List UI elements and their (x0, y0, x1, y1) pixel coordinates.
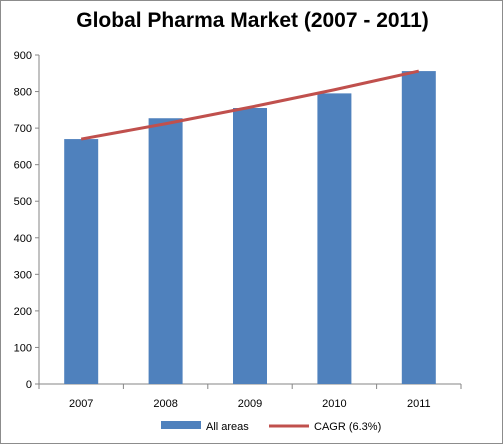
legend-label: CAGR (6.3%) (314, 421, 381, 433)
y-tick-label: 100 (14, 342, 32, 354)
y-tick-label: 500 (14, 196, 32, 208)
x-axis: 2007 2008 2009 2010 2011 (38, 383, 462, 410)
legend-label: All areas (206, 421, 249, 433)
y-tick-label: 400 (14, 233, 32, 245)
bar (401, 71, 436, 384)
chart-title: Global Pharma Market (2007 - 2011) (76, 9, 429, 32)
y-tick-label: 0 (26, 379, 32, 391)
y-tick-label: 900 (14, 50, 32, 62)
x-tick-label: 2008 (153, 398, 177, 410)
y-tick-label: 600 (14, 160, 32, 172)
x-tick-label: 2009 (238, 398, 262, 410)
series-line (80, 69, 420, 141)
x-tick-label: 2007 (69, 398, 93, 410)
bar (317, 93, 352, 384)
legend: All areas CAGR (6.3%) (161, 421, 381, 433)
bar (233, 108, 267, 384)
bar-series (64, 71, 436, 384)
y-tick-label: 300 (14, 269, 32, 281)
y-tick-label: 800 (14, 87, 32, 99)
y-tick-label: 200 (14, 306, 32, 318)
legend-swatch (161, 421, 201, 429)
bar (148, 118, 183, 384)
x-tick-label: 2011 (407, 398, 431, 410)
y-axis: 0 100 200 300 400 500 600 700 800 900 (14, 50, 40, 391)
line-series (80, 69, 420, 141)
x-tick-label: 2010 (322, 398, 346, 410)
bar (64, 139, 99, 384)
y-tick-label: 700 (14, 123, 32, 135)
